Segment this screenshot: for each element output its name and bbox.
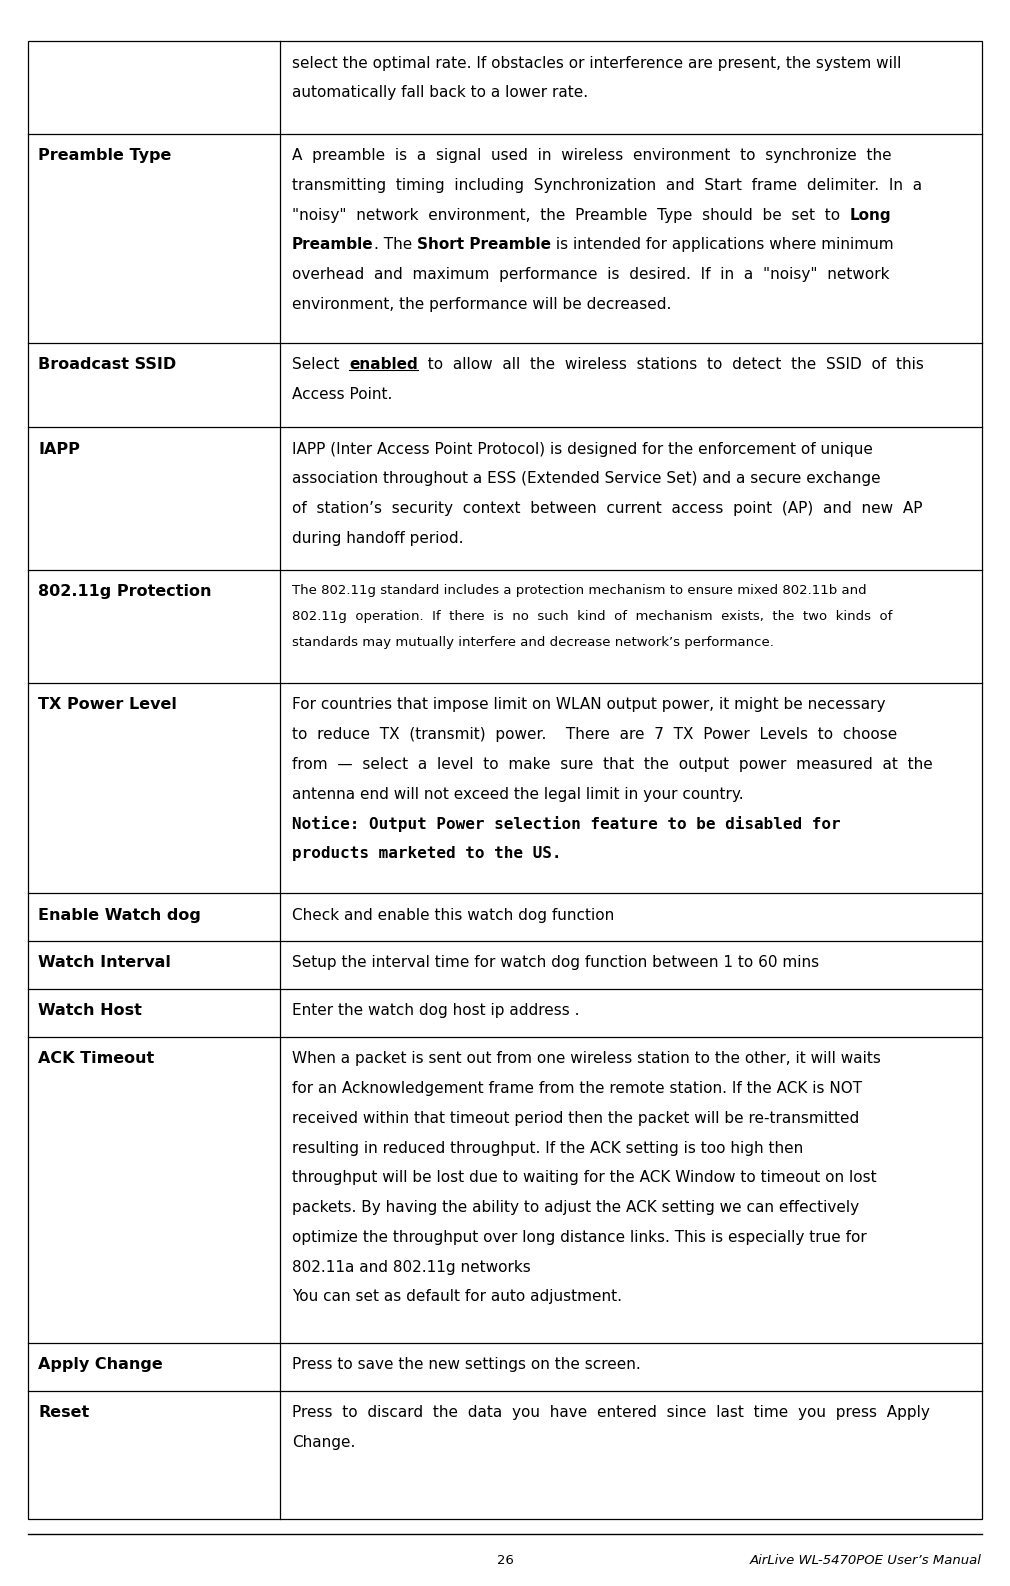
Text: Access Point.: Access Point.	[292, 387, 393, 401]
Text: Reset: Reset	[38, 1405, 90, 1419]
Text: throughput will be lost due to waiting for the ACK Window to timeout on lost: throughput will be lost due to waiting f…	[292, 1170, 877, 1185]
Text: Long: Long	[850, 208, 892, 222]
Text: enabled: enabled	[349, 357, 418, 371]
Text: "noisy"  network  environment,  the  Preamble  Type  should  be  set  to: "noisy" network environment, the Preambl…	[292, 208, 850, 222]
Text: to  reduce  TX  (transmit)  power.    There  are  7  TX  Power  Levels  to  choo: to reduce TX (transmit) power. There are…	[292, 726, 897, 742]
Text: Watch Interval: Watch Interval	[38, 955, 172, 971]
Text: Broadcast SSID: Broadcast SSID	[38, 357, 177, 371]
Text: packets. By having the ability to adjust the ACK setting we can effectively: packets. By having the ability to adjust…	[292, 1201, 860, 1215]
Text: The 802.11g standard includes a protection mechanism to ensure mixed 802.11b and: The 802.11g standard includes a protecti…	[292, 584, 867, 598]
Text: For countries that impose limit on WLAN output power, it might be necessary: For countries that impose limit on WLAN …	[292, 698, 886, 712]
Text: Press  to  discard  the  data  you  have  entered  since  last  time  you  press: Press to discard the data you have enter…	[292, 1405, 930, 1419]
Text: Apply Change: Apply Change	[38, 1358, 164, 1372]
Text: optimize the throughput over long distance links. This is especially true for: optimize the throughput over long distan…	[292, 1229, 867, 1245]
Text: resulting in reduced throughput. If the ACK setting is too high then: resulting in reduced throughput. If the …	[292, 1140, 803, 1156]
Text: Press to save the new settings on the screen.: Press to save the new settings on the sc…	[292, 1358, 641, 1372]
Text: IAPP: IAPP	[38, 441, 80, 457]
Text: to  allow  all  the  wireless  stations  to  detect  the  SSID  of  this: to allow all the wireless stations to de…	[418, 357, 924, 371]
Text: is intended for applications where minimum: is intended for applications where minim…	[550, 238, 894, 252]
Text: overhead  and  maximum  performance  is  desired.  If  in  a  "noisy"  network: overhead and maximum performance is desi…	[292, 268, 890, 282]
Text: Setup the interval time for watch dog function between 1 to 60 mins: Setup the interval time for watch dog fu…	[292, 955, 819, 971]
Text: environment, the performance will be decreased.: environment, the performance will be dec…	[292, 297, 672, 312]
Text: association throughout a ESS (Extended Service Set) and a secure exchange: association throughout a ESS (Extended S…	[292, 471, 881, 487]
Text: TX Power Level: TX Power Level	[38, 698, 178, 712]
Text: Enable Watch dog: Enable Watch dog	[38, 907, 201, 923]
Text: for an Acknowledgement frame from the remote station. If the ACK is NOT: for an Acknowledgement frame from the re…	[292, 1082, 863, 1096]
Text: ACK Timeout: ACK Timeout	[38, 1052, 155, 1066]
Text: You can set as default for auto adjustment.: You can set as default for auto adjustme…	[292, 1289, 622, 1304]
Text: automatically fall back to a lower rate.: automatically fall back to a lower rate.	[292, 86, 588, 100]
Text: select the optimal rate. If obstacles or interference are present, the system wi: select the optimal rate. If obstacles or…	[292, 56, 902, 70]
Text: Check and enable this watch dog function: Check and enable this watch dog function	[292, 907, 614, 923]
Text: Notice: Output Power selection feature to be disabled for: Notice: Output Power selection feature t…	[292, 817, 840, 833]
Text: 802.11g Protection: 802.11g Protection	[38, 584, 212, 600]
Text: Preamble: Preamble	[292, 238, 374, 252]
Text: Watch Host: Watch Host	[38, 1004, 142, 1018]
Text: of  station’s  security  context  between  current  access  point  (AP)  and  ne: of station’s security context between cu…	[292, 501, 922, 515]
Text: A  preamble  is  a  signal  used  in  wireless  environment  to  synchronize  th: A preamble is a signal used in wireless …	[292, 147, 892, 163]
Text: from  —  select  a  level  to  make  sure  that  the  output  power  measured  a: from — select a level to make sure that …	[292, 757, 933, 772]
Text: Change.: Change.	[292, 1435, 356, 1450]
Text: Short Preamble: Short Preamble	[417, 238, 550, 252]
Text: . The: . The	[374, 238, 417, 252]
Text: during handoff period.: during handoff period.	[292, 531, 464, 546]
Text: Enter the watch dog host ip address .: Enter the watch dog host ip address .	[292, 1004, 580, 1018]
Text: 802.11g  operation.  If  there  is  no  such  kind  of  mechanism  exists,  the : 802.11g operation. If there is no such k…	[292, 611, 893, 623]
Text: 802.11a and 802.11g networks: 802.11a and 802.11g networks	[292, 1259, 531, 1275]
Text: antenna end will not exceed the legal limit in your country.: antenna end will not exceed the legal li…	[292, 787, 743, 801]
Text: transmitting  timing  including  Synchronization  and  Start  frame  delimiter. : transmitting timing including Synchroniz…	[292, 178, 922, 193]
Text: Preamble Type: Preamble Type	[38, 147, 172, 163]
Text: standards may mutually interfere and decrease network’s performance.: standards may mutually interfere and dec…	[292, 636, 774, 649]
Text: Select: Select	[292, 357, 349, 371]
Text: IAPP (Inter Access Point Protocol) is designed for the enforcement of unique: IAPP (Inter Access Point Protocol) is de…	[292, 441, 873, 457]
Text: received within that timeout period then the packet will be re-transmitted: received within that timeout period then…	[292, 1110, 860, 1126]
Text: products marketed to the US.: products marketed to the US.	[292, 847, 562, 861]
Text: AirLive WL-5470POE User’s Manual: AirLive WL-5470POE User’s Manual	[749, 1554, 982, 1567]
Text: 26: 26	[497, 1554, 513, 1567]
Text: When a packet is sent out from one wireless station to the other, it will waits: When a packet is sent out from one wirel…	[292, 1052, 881, 1066]
